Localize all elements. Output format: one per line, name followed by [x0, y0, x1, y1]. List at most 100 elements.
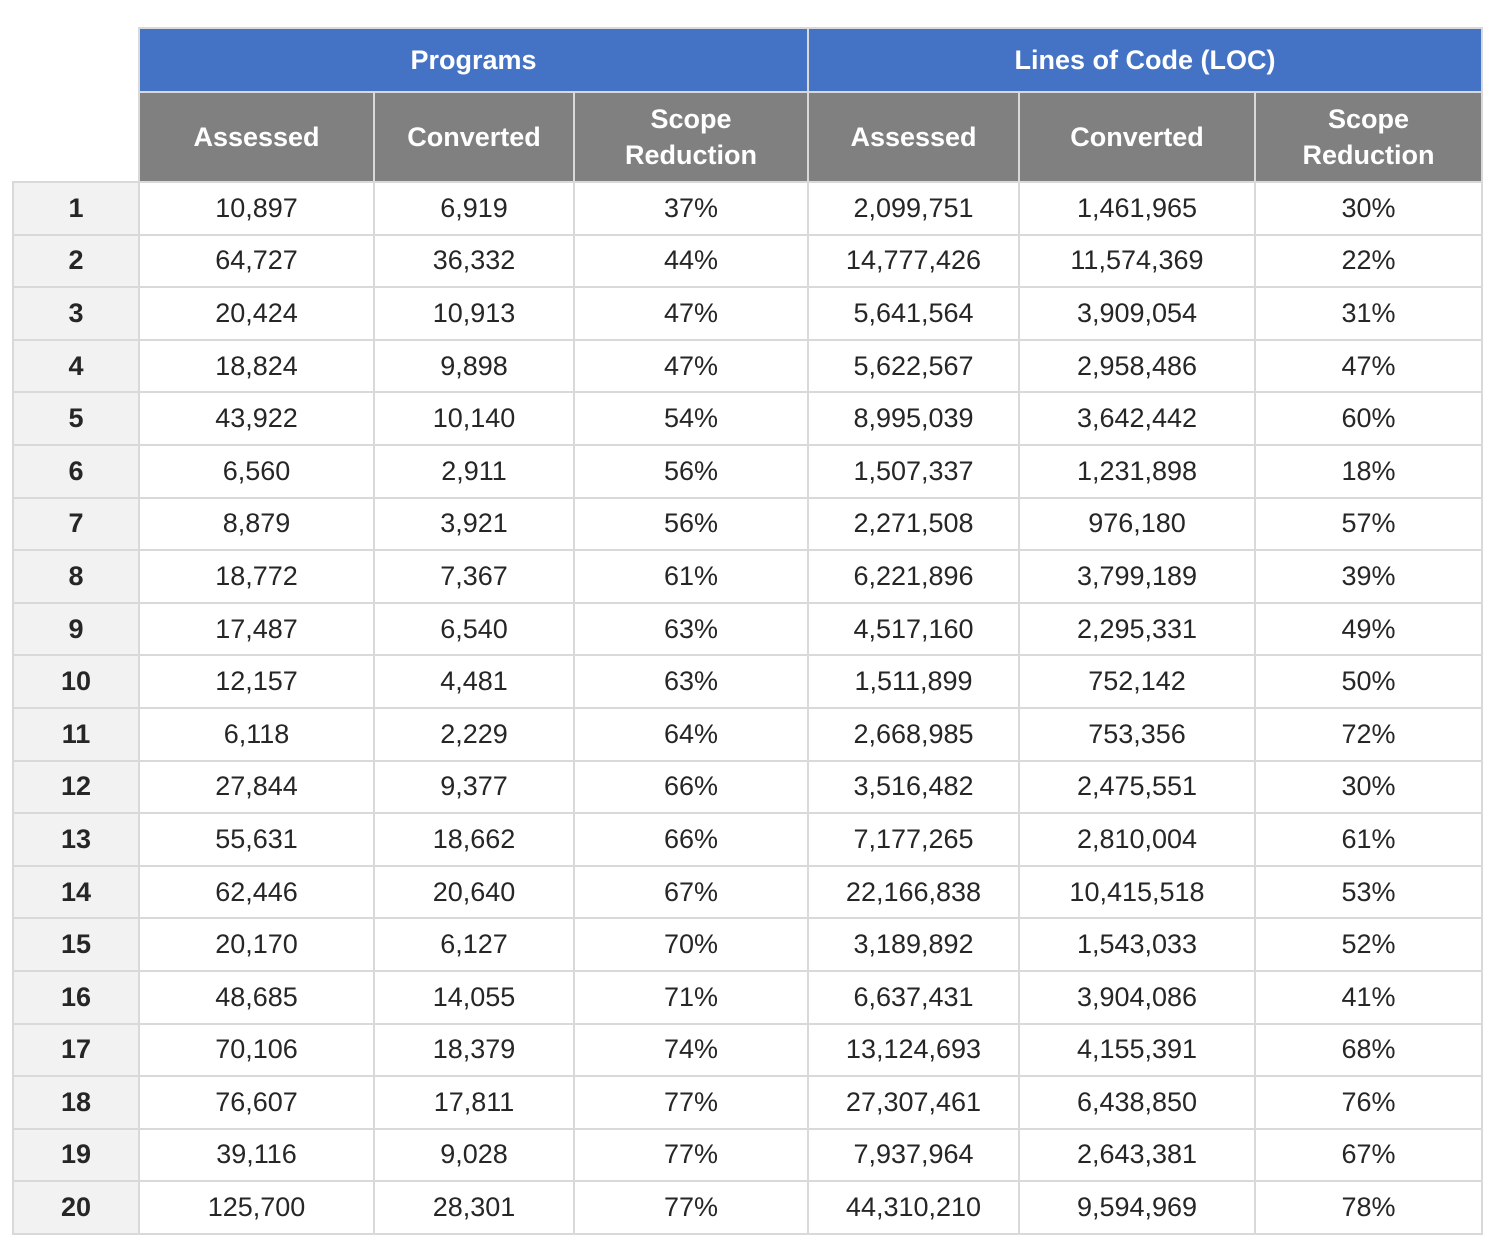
- table-row: 10 12,157 4,481 63% 1,511,899 752,142 50%: [12, 654, 1483, 709]
- cell-programs-scope-reduction: 71%: [573, 969, 809, 1025]
- cell-programs-assessed: 76,607: [138, 1075, 375, 1130]
- row-number: 2: [12, 233, 140, 289]
- cell-loc-assessed: 7,177,265: [807, 812, 1020, 867]
- cell-loc-assessed: 7,937,964: [807, 1127, 1020, 1183]
- cell-programs-assessed: 62,446: [138, 864, 375, 920]
- col-header-programs-converted: Converted: [373, 91, 575, 183]
- cell-programs-assessed: 20,170: [138, 917, 375, 972]
- cell-programs-converted: 14,055: [373, 969, 575, 1025]
- cell-loc-scope-reduction: 18%: [1254, 443, 1483, 499]
- cell-programs-converted: 10,913: [373, 286, 575, 341]
- cell-loc-converted: 9,594,969: [1018, 1180, 1256, 1235]
- row-number: 20: [12, 1180, 140, 1235]
- table-row: 14 62,446 20,640 67% 22,166,838 10,415,518 53%: [12, 864, 1483, 920]
- table-container: Programs Lines of Code (LOC) Assessed Co…: [12, 27, 1483, 1235]
- cell-programs-converted: 9,028: [373, 1127, 575, 1183]
- cell-programs-assessed: 6,560: [138, 443, 375, 499]
- cell-programs-assessed: 64,727: [138, 233, 375, 289]
- column-header-row: Assessed Converted Scope Reduction Asses…: [13, 91, 1483, 183]
- cell-programs-converted: 28,301: [373, 1180, 575, 1235]
- cell-loc-converted: 1,231,898: [1018, 443, 1256, 499]
- cell-programs-scope-reduction: 70%: [573, 917, 809, 972]
- table-row: 18 76,607 17,811 77% 27,307,461 6,438,850 76%: [12, 1075, 1483, 1130]
- row-number: 5: [12, 391, 140, 446]
- cell-loc-assessed: 44,310,210: [807, 1180, 1020, 1235]
- row-number: 1: [12, 181, 140, 236]
- cell-programs-scope-reduction: 61%: [573, 549, 809, 604]
- cell-programs-scope-reduction: 77%: [573, 1075, 809, 1130]
- cell-programs-scope-reduction: 77%: [573, 1127, 809, 1183]
- col-header-loc-converted: Converted: [1018, 91, 1256, 183]
- cell-programs-assessed: 39,116: [138, 1127, 375, 1183]
- cell-loc-assessed: 27,307,461: [807, 1075, 1020, 1130]
- cell-programs-assessed: 43,922: [138, 391, 375, 446]
- cell-programs-converted: 9,898: [373, 338, 575, 394]
- cell-programs-converted: 3,921: [373, 496, 575, 552]
- cell-loc-converted: 3,799,189: [1018, 549, 1256, 604]
- cell-loc-assessed: 5,622,567: [807, 338, 1020, 394]
- cell-programs-assessed: 18,772: [138, 549, 375, 604]
- table-row: 5 43,922 10,140 54% 8,995,039 3,642,442 60%: [12, 391, 1483, 446]
- cell-loc-scope-reduction: 53%: [1254, 864, 1483, 920]
- cell-programs-scope-reduction: 47%: [573, 286, 809, 341]
- row-number: 4: [12, 338, 140, 394]
- cell-programs-assessed: 125,700: [138, 1180, 375, 1235]
- cell-programs-converted: 10,140: [373, 391, 575, 446]
- cell-loc-assessed: 14,777,426: [807, 233, 1020, 289]
- cell-programs-assessed: 70,106: [138, 1022, 375, 1078]
- cell-loc-converted: 1,461,965: [1018, 181, 1256, 236]
- cell-programs-scope-reduction: 66%: [573, 812, 809, 867]
- cell-programs-converted: 17,811: [373, 1075, 575, 1130]
- cell-loc-converted: 3,904,086: [1018, 969, 1256, 1025]
- cell-programs-assessed: 8,879: [138, 496, 375, 552]
- group-header-row: Programs Lines of Code (LOC): [13, 27, 1483, 93]
- row-number: 17: [12, 1022, 140, 1078]
- cell-programs-converted: 2,911: [373, 443, 575, 499]
- data-table: Programs Lines of Code (LOC) Assessed Co…: [12, 27, 1483, 1235]
- cell-programs-converted: 18,662: [373, 812, 575, 867]
- table-row: 19 39,116 9,028 77% 7,937,964 2,643,381 67%: [12, 1127, 1483, 1183]
- cell-programs-scope-reduction: 44%: [573, 233, 809, 289]
- cell-loc-scope-reduction: 39%: [1254, 549, 1483, 604]
- cell-loc-converted: 2,295,331: [1018, 601, 1256, 657]
- row-number: 16: [12, 969, 140, 1025]
- cell-loc-scope-reduction: 78%: [1254, 1180, 1483, 1235]
- corner-cell: [13, 92, 139, 182]
- cell-loc-converted: 1,543,033: [1018, 917, 1256, 972]
- cell-programs-converted: 6,127: [373, 917, 575, 972]
- cell-loc-converted: 6,438,850: [1018, 1075, 1256, 1130]
- cell-loc-scope-reduction: 57%: [1254, 496, 1483, 552]
- cell-loc-scope-reduction: 22%: [1254, 233, 1483, 289]
- cell-programs-scope-reduction: 63%: [573, 654, 809, 709]
- row-number: 18: [12, 1075, 140, 1130]
- row-number: 8: [12, 549, 140, 604]
- cell-programs-assessed: 55,631: [138, 812, 375, 867]
- cell-loc-assessed: 1,511,899: [807, 654, 1020, 709]
- cell-loc-converted: 10,415,518: [1018, 864, 1256, 920]
- cell-loc-converted: 4,155,391: [1018, 1022, 1256, 1078]
- cell-loc-assessed: 3,516,482: [807, 759, 1020, 815]
- cell-loc-scope-reduction: 30%: [1254, 181, 1483, 236]
- table-row: 1 10,897 6,919 37% 2,099,751 1,461,965 30%: [12, 181, 1483, 236]
- table-row: 8 18,772 7,367 61% 6,221,896 3,799,189 39%: [12, 549, 1483, 604]
- cell-loc-assessed: 6,221,896: [807, 549, 1020, 604]
- cell-programs-scope-reduction: 66%: [573, 759, 809, 815]
- cell-programs-scope-reduction: 56%: [573, 496, 809, 552]
- cell-programs-scope-reduction: 47%: [573, 338, 809, 394]
- cell-loc-assessed: 3,189,892: [807, 917, 1020, 972]
- cell-loc-scope-reduction: 47%: [1254, 338, 1483, 394]
- row-number: 3: [12, 286, 140, 341]
- cell-programs-assessed: 12,157: [138, 654, 375, 709]
- col-header-programs-assessed: Assessed: [138, 91, 375, 183]
- row-number: 13: [12, 812, 140, 867]
- cell-loc-converted: 2,475,551: [1018, 759, 1256, 815]
- cell-loc-converted: 3,909,054: [1018, 286, 1256, 341]
- cell-programs-assessed: 20,424: [138, 286, 375, 341]
- cell-programs-converted: 20,640: [373, 864, 575, 920]
- cell-loc-scope-reduction: 41%: [1254, 969, 1483, 1025]
- table-row: 6 6,560 2,911 56% 1,507,337 1,231,898 18%: [12, 443, 1483, 499]
- table-row: 3 20,424 10,913 47% 5,641,564 3,909,054 31%: [12, 286, 1483, 341]
- cell-programs-scope-reduction: 67%: [573, 864, 809, 920]
- cell-loc-scope-reduction: 30%: [1254, 759, 1483, 815]
- row-number: 7: [12, 496, 140, 552]
